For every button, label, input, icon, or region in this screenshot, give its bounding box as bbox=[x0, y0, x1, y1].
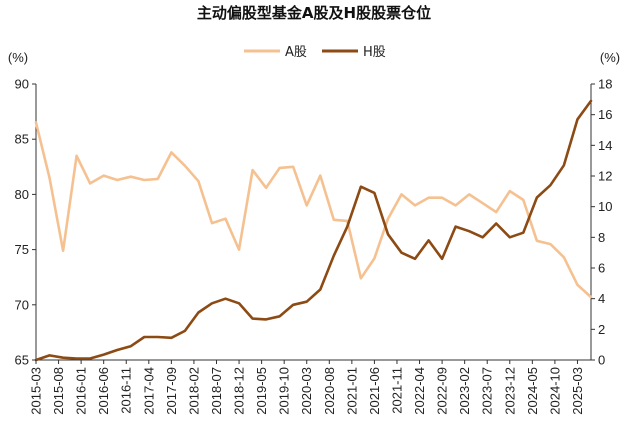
left-tick-label: 90 bbox=[15, 77, 29, 92]
x-tick-label: 2022-09 bbox=[435, 367, 450, 415]
right-tick-label: 16 bbox=[598, 107, 612, 122]
x-tick-label: 2023-07 bbox=[480, 367, 495, 415]
x-tick-label: 2021-01 bbox=[344, 367, 359, 415]
x-tick-label: 2024-10 bbox=[547, 367, 562, 415]
x-tick-label: 2016-01 bbox=[74, 367, 89, 415]
x-tick-label: 2018-12 bbox=[232, 367, 247, 415]
left-axis-ticks: 65 70 75 80 85 90 bbox=[15, 77, 36, 368]
x-axis-ticks: 2015-03 2015-08 2016-01 2016-06 2016-11 2017-… bbox=[29, 360, 585, 415]
x-tick-label: 2023-02 bbox=[457, 367, 472, 415]
series-line-h-share bbox=[34, 99, 593, 362]
x-tick-label: 2017-04 bbox=[141, 367, 156, 415]
left-tick-label: 70 bbox=[15, 297, 29, 312]
left-tick-label: 65 bbox=[15, 353, 29, 368]
x-tick-label: 2018-07 bbox=[209, 367, 224, 415]
x-tick-label: 2018-02 bbox=[186, 367, 201, 415]
axes bbox=[35, 84, 592, 361]
series-layer bbox=[34, 99, 593, 362]
x-tick-label: 2022-04 bbox=[412, 367, 427, 415]
right-tick-label: 12 bbox=[598, 169, 612, 184]
right-tick-label: 8 bbox=[598, 230, 605, 245]
x-tick-label: 2016-11 bbox=[119, 367, 134, 414]
left-tick-label: 75 bbox=[15, 242, 29, 257]
legend: A股 H股 bbox=[244, 45, 386, 60]
x-tick-label: 2023-12 bbox=[502, 367, 517, 415]
x-tick-label: 2017-09 bbox=[164, 367, 179, 415]
right-tick-label: 10 bbox=[598, 199, 612, 214]
right-tick-label: 0 bbox=[598, 353, 605, 368]
x-tick-label: 2019-10 bbox=[277, 367, 292, 415]
legend-label-a-share: A股 bbox=[285, 45, 307, 60]
right-tick-label: 6 bbox=[598, 261, 605, 276]
x-tick-label: 2016-06 bbox=[96, 367, 111, 415]
right-axis-ticks: 0 2 4 6 8 10 12 14 16 18 bbox=[591, 77, 612, 368]
right-axis-unit: (%) bbox=[600, 50, 620, 65]
right-tick-label: 4 bbox=[598, 291, 605, 306]
left-axis-unit: (%) bbox=[8, 50, 28, 65]
x-tick-label: 2024-05 bbox=[525, 367, 540, 415]
x-tick-label: 2021-11 bbox=[389, 367, 404, 414]
chart-title: 主动偏股型基金A股及H股股票仓位 bbox=[197, 4, 431, 22]
x-tick-label: 2020-08 bbox=[322, 367, 337, 415]
right-tick-label: 18 bbox=[598, 77, 612, 92]
x-tick-label: 2019-05 bbox=[254, 367, 269, 415]
x-tick-label: 2015-03 bbox=[29, 367, 44, 415]
left-tick-label: 85 bbox=[15, 132, 29, 147]
x-tick-label: 2020-03 bbox=[299, 367, 314, 415]
right-tick-label: 2 bbox=[598, 322, 605, 337]
x-tick-label: 2021-06 bbox=[367, 367, 382, 415]
series-line-a-share bbox=[34, 121, 593, 299]
legend-label-h-share: H股 bbox=[363, 45, 386, 60]
x-tick-label: 2015-08 bbox=[51, 367, 66, 415]
right-tick-label: 14 bbox=[598, 138, 612, 153]
left-tick-label: 80 bbox=[15, 187, 29, 202]
x-tick-label: 2025-03 bbox=[570, 367, 585, 415]
